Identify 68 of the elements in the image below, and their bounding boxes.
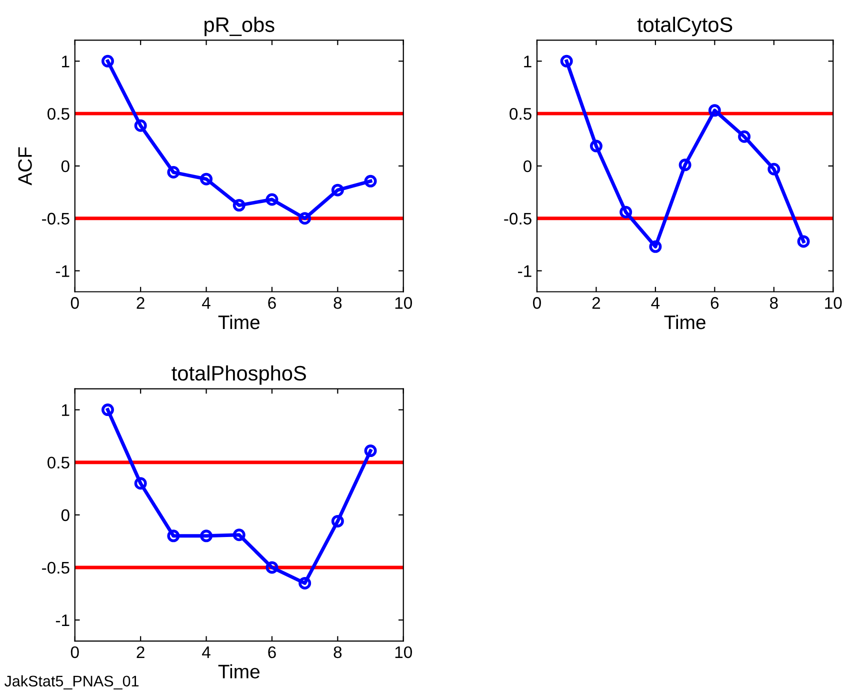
y-tick-label: -1 [518,265,532,277]
y-tick-label: 0.5 [48,108,70,120]
point [167,530,180,542]
x-tick-label: 0 [533,297,541,309]
point [678,158,692,172]
x-tick-label: 10 [395,297,412,309]
x-tick-label: 8 [770,297,778,309]
chart-title: totalPhosphoS [172,365,306,385]
y-axis-title: ACF [18,147,32,186]
chart-title: pR_obs [204,16,274,36]
point [101,54,114,68]
y-tick-label: -0.5 [42,562,70,574]
y-tick-label: -0.5 [504,212,532,225]
x-tick-label: 4 [651,297,660,309]
y-tick-label: 1 [62,56,70,68]
x-axis-title: Time [664,314,706,330]
chart-title: totalCytoS [637,16,732,36]
x-tick-label: 10 [825,297,842,309]
point [364,174,377,188]
x-tick-label: 2 [136,646,144,658]
point [200,530,213,542]
y-tick-label: 0 [61,509,70,522]
point [768,162,780,176]
y-tick-label: -1 [56,614,70,626]
point [200,172,213,186]
x-tick-label: 2 [592,297,600,309]
point [298,576,312,590]
point [134,119,147,132]
x-tick-label: 0 [70,646,79,658]
x-tick-label: 4 [202,646,210,658]
point [738,130,751,143]
x-tick-label: 0 [70,297,79,309]
y-tick-label: 0 [524,160,532,172]
y-tick-label: 1 [62,404,70,416]
point [560,54,573,68]
point [232,528,246,542]
point [134,477,147,490]
point [708,104,721,117]
x-tick-label: 10 [395,646,412,658]
x-axis-title: Time [218,314,260,330]
point [649,240,662,253]
y-tick-label: -0.5 [42,212,70,225]
point [298,212,312,225]
point [590,140,602,152]
x-tick-label: 2 [136,297,144,309]
point [620,206,632,218]
text: JakStat5_PNAS_01 [4,675,139,690]
y-tick-label: 0 [61,160,70,172]
x-tick-label: 6 [268,646,276,658]
point [167,166,180,179]
y-tick-label: -1 [56,265,70,277]
x-tick-label: 6 [710,297,719,309]
point [331,184,344,196]
x-axis-title: Time [218,664,260,678]
point [266,193,278,206]
point [266,561,278,574]
y-tick-label: 0.5 [48,456,70,469]
point [101,404,114,416]
x-tick-label: 4 [202,297,210,309]
x-tick-label: 8 [334,646,342,658]
x-tick-label: 6 [268,297,276,309]
y-tick-label: 1 [524,56,532,68]
x-tick-label: 8 [334,297,342,309]
point [232,199,246,212]
point [364,444,377,458]
point [331,514,344,528]
y-tick-label: 0.5 [510,108,532,120]
point [797,235,810,248]
